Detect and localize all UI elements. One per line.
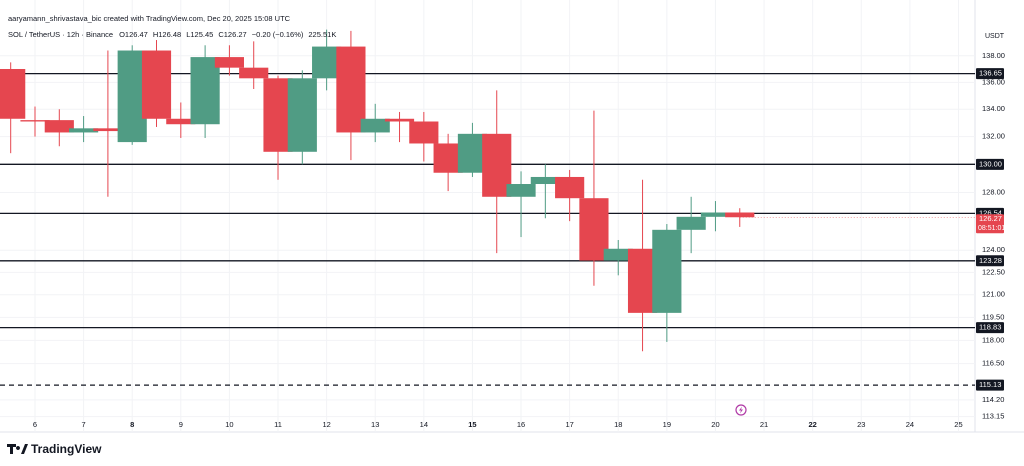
x-tick-label: 23 bbox=[857, 420, 865, 429]
y-tick-label: 138.00 bbox=[982, 51, 1005, 60]
legend-item: L125.45 bbox=[186, 30, 213, 39]
candle-body bbox=[0, 68, 26, 119]
candle-body bbox=[44, 120, 74, 133]
x-tick-label: 18 bbox=[614, 420, 622, 429]
price-tag bbox=[976, 255, 1004, 267]
x-tick-label: 9 bbox=[179, 420, 183, 429]
brand: TradingView bbox=[31, 442, 102, 456]
legend-item: C126.27 bbox=[218, 30, 246, 39]
candle-body bbox=[725, 212, 755, 218]
candle-body bbox=[190, 57, 220, 125]
x-tick-label: 24 bbox=[906, 420, 914, 429]
alert-circle bbox=[735, 404, 747, 416]
price-tag bbox=[976, 68, 1004, 80]
y-tick-label: 113.15 bbox=[982, 412, 1004, 421]
x-tick-label: 22 bbox=[808, 420, 816, 429]
y-tick-label: 136.00 bbox=[982, 77, 1005, 86]
last-price-tag bbox=[976, 214, 1004, 234]
x-tick-label: 6 bbox=[33, 420, 37, 429]
price-tag bbox=[976, 322, 1004, 334]
candle-body bbox=[652, 229, 682, 313]
price-tag-label: 118.83 bbox=[979, 323, 1001, 332]
countdown: 08:51:01 bbox=[978, 225, 1005, 232]
y-tick-label: 118.00 bbox=[982, 335, 1004, 344]
alert-bolt bbox=[739, 406, 743, 414]
candle-body bbox=[166, 118, 196, 125]
candle-body bbox=[506, 184, 536, 197]
candle-body bbox=[603, 248, 633, 261]
x-tick-label: 13 bbox=[371, 420, 379, 429]
legend-item: −0.20 (−0.16%) bbox=[252, 30, 304, 39]
x-tick-label: 20 bbox=[711, 420, 719, 429]
logo-icon bbox=[7, 444, 28, 454]
x-tick-label: 10 bbox=[225, 420, 233, 429]
x-tick-label: 11 bbox=[274, 420, 282, 429]
candle-body bbox=[214, 57, 244, 68]
y-tick-label: 119.50 bbox=[982, 312, 1004, 321]
attribution: aaryamann_shrivastava_bic created with T… bbox=[8, 14, 291, 23]
candle-body bbox=[384, 118, 415, 122]
legend-item: H126.48 bbox=[153, 30, 181, 39]
candle-body bbox=[287, 78, 317, 152]
candle-body bbox=[409, 121, 439, 144]
x-tick-label: 15 bbox=[468, 420, 476, 429]
price-tag-label: 130.00 bbox=[979, 159, 1002, 168]
alert-icon bbox=[735, 404, 747, 416]
candle-body bbox=[239, 67, 269, 79]
last-price-label: 126.27 bbox=[979, 214, 1002, 223]
y-tick-label: 128.00 bbox=[982, 187, 1005, 196]
candle-body bbox=[360, 118, 390, 133]
x-tick-label: 17 bbox=[565, 420, 573, 429]
legend-item: O126.47 bbox=[119, 30, 148, 39]
y-tick-label: 121.00 bbox=[982, 290, 1005, 299]
y-tick-label: 132.00 bbox=[982, 132, 1005, 141]
legend-item: 225.51K bbox=[308, 30, 336, 39]
candle-body bbox=[700, 212, 731, 217]
y-tick-label: 116.50 bbox=[982, 359, 1004, 368]
candles bbox=[0, 29, 755, 352]
candle-body bbox=[93, 128, 123, 132]
price-tag-label: 123.28 bbox=[979, 256, 1002, 265]
x-tick-label: 14 bbox=[420, 420, 428, 429]
price-tag bbox=[976, 158, 1004, 170]
x-tick-label: 21 bbox=[760, 420, 768, 429]
y-tick-label: 114.20 bbox=[982, 395, 1004, 404]
x-tick-label: 16 bbox=[517, 420, 525, 429]
brand-logo: TradingView bbox=[7, 442, 102, 456]
x-tick-label: 8 bbox=[130, 420, 134, 429]
symbol: SOL / TetherUS · 12h · Binance bbox=[8, 30, 113, 39]
labels: 138.00 136.00 134.00 132.00 128.00 124.00 122.… bbox=[33, 51, 1005, 429]
price-tag-label: 115.13 bbox=[979, 380, 1001, 389]
x-tick-label: 25 bbox=[954, 420, 962, 429]
x-tick-label: 12 bbox=[322, 420, 330, 429]
x-tick-label: 19 bbox=[663, 420, 671, 429]
y-tick-label: 122.50 bbox=[982, 267, 1005, 276]
candle-body bbox=[676, 216, 706, 230]
candle-body bbox=[530, 176, 560, 185]
candle-body bbox=[141, 50, 172, 119]
candle-body bbox=[336, 46, 366, 133]
y-tick-label: 134.00 bbox=[982, 104, 1005, 113]
candle-body bbox=[555, 176, 585, 199]
price-tag-label: 136.65 bbox=[979, 69, 1002, 78]
y-tick-label: 124.00 bbox=[982, 245, 1005, 254]
candle-body bbox=[69, 128, 99, 133]
x-tick-label: 7 bbox=[82, 420, 86, 429]
price-tag-label: 126.54 bbox=[979, 208, 1002, 217]
price-tag bbox=[976, 379, 1004, 391]
currency: USDT bbox=[985, 33, 1005, 40]
candle-body bbox=[20, 120, 50, 122]
